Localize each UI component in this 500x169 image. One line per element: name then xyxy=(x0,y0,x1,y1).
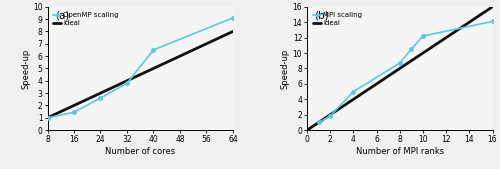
Y-axis label: Speed-up: Speed-up xyxy=(281,48,290,89)
MPI scaling xyxy=(490,20,496,22)
MPI scaling xyxy=(328,115,334,117)
OpenMP scaling xyxy=(71,111,77,113)
OpenMP scaling xyxy=(44,117,51,119)
Text: (b): (b) xyxy=(314,10,329,20)
MPI scaling xyxy=(420,35,426,37)
Legend: MPI scaling, Ideal: MPI scaling, Ideal xyxy=(310,10,364,28)
OpenMP scaling xyxy=(98,97,103,99)
X-axis label: Number of MPI ranks: Number of MPI ranks xyxy=(356,147,444,156)
Legend: OpenMP scaling, Ideal: OpenMP scaling, Ideal xyxy=(51,10,121,28)
MPI scaling xyxy=(397,62,403,64)
Text: (a): (a) xyxy=(55,10,70,20)
MPI scaling xyxy=(316,121,322,123)
OpenMP scaling xyxy=(124,82,130,84)
Line: OpenMP scaling: OpenMP scaling xyxy=(46,16,235,120)
OpenMP scaling xyxy=(150,49,156,51)
MPI scaling xyxy=(350,91,356,93)
X-axis label: Number of cores: Number of cores xyxy=(105,147,176,156)
Line: MPI scaling: MPI scaling xyxy=(316,19,494,125)
MPI scaling xyxy=(408,48,414,50)
OpenMP scaling xyxy=(230,17,236,19)
Y-axis label: Speed-up: Speed-up xyxy=(21,48,30,89)
